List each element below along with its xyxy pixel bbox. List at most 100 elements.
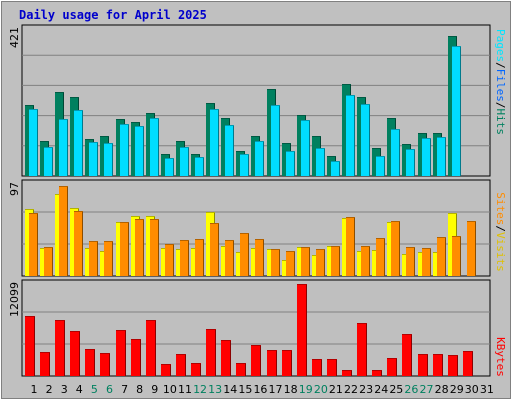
bar-kbytes-day-7-edge-right — [125, 330, 126, 376]
bar-sites-day-15 — [240, 233, 249, 276]
bar-files-day-21 — [331, 161, 340, 176]
bar-files-day-27 — [422, 138, 431, 176]
legend-top-part: Files — [494, 69, 507, 102]
bar-kbytes-day-17 — [267, 350, 277, 376]
bar-kbytes-day-15-edge-top — [236, 363, 246, 364]
x-tick-day-19: 19 — [299, 383, 313, 396]
bar-sites-day-10 — [165, 244, 174, 276]
bar-sites-day-24 — [376, 238, 385, 276]
bar-sites-day-13-edge-top — [210, 223, 219, 224]
bar-kbytes-day-11 — [176, 354, 186, 376]
bar-kbytes-day-28 — [433, 354, 443, 376]
bar-hits-day-20-edge-top — [312, 136, 321, 137]
x-tick-day-12: 12 — [193, 383, 207, 396]
bar-kbytes-day-1-edge-right — [34, 316, 35, 376]
bar-sites-day-8-edge-right — [143, 219, 144, 276]
bar-sites-day-28-edge-top — [437, 237, 446, 238]
bar-sites-day-29-edge-top — [452, 236, 461, 237]
bar-sites-day-15-edge-right — [248, 233, 249, 276]
bar-kbytes-day-7 — [116, 330, 126, 376]
bar-kbytes-day-20 — [312, 359, 322, 376]
legend-bottom: KBytes — [494, 337, 507, 377]
bar-kbytes-day-7-edge-top — [116, 330, 126, 331]
bar-sites-day-7-edge-top — [120, 222, 129, 223]
bar-kbytes-day-27-edge-right — [427, 354, 428, 376]
x-tick-day-26: 26 — [404, 383, 418, 396]
bar-files-day-5-edge-right — [97, 142, 98, 176]
bar-sites-day-24-edge-right — [384, 238, 385, 276]
x-tick-day-11: 11 — [178, 383, 192, 396]
bar-files-day-26-edge-right — [414, 149, 415, 176]
bar-files-day-24 — [376, 156, 385, 176]
bar-files-day-29 — [452, 46, 461, 176]
bar-kbytes-day-24-edge-right — [381, 370, 382, 376]
bar-kbytes-day-14-edge-top — [221, 340, 231, 341]
x-tick-day-18: 18 — [284, 383, 298, 396]
bar-files-day-1-edge-right — [37, 109, 38, 176]
bar-sites-day-25-edge-right — [399, 221, 400, 276]
bar-sites-day-14-edge-right — [233, 240, 234, 276]
bar-hits-day-13-edge-top — [206, 103, 215, 104]
x-tick-day-6: 6 — [106, 383, 113, 396]
bar-files-day-12 — [195, 157, 204, 176]
x-tick-day-13: 13 — [208, 383, 222, 396]
bar-files-day-19 — [301, 120, 310, 176]
bar-sites-day-17 — [271, 249, 280, 276]
bar-sites-day-1-edge-top — [29, 213, 38, 214]
bar-hits-day-1-edge-top — [25, 105, 34, 106]
bar-kbytes-day-11-edge-top — [176, 354, 186, 355]
bar-files-day-4-edge-right — [82, 110, 83, 176]
bar-files-day-14 — [225, 125, 234, 176]
bar-kbytes-day-12-edge-top — [191, 363, 201, 364]
bar-sites-day-18-edge-right — [294, 251, 295, 276]
bar-kbytes-day-21-edge-right — [336, 359, 337, 376]
bar-kbytes-day-2-edge-top — [40, 352, 50, 353]
bar-kbytes-day-21-edge-top — [327, 359, 337, 360]
bar-kbytes-day-27-edge-top — [418, 354, 428, 355]
bar-kbytes-day-3-edge-top — [55, 320, 65, 321]
bar-kbytes-day-22-edge-top — [342, 370, 352, 371]
bar-files-day-23-edge-top — [361, 104, 370, 105]
bar-kbytes-day-20-edge-top — [312, 359, 322, 360]
bar-kbytes-day-12 — [191, 363, 201, 376]
bar-files-day-3 — [59, 119, 68, 176]
bar-files-day-3-edge-right — [67, 119, 68, 176]
x-tick-day-25: 25 — [389, 383, 403, 396]
bar-files-day-10-edge-right — [173, 158, 174, 176]
bar-sites-day-20-edge-right — [324, 249, 325, 276]
x-tick-day-16: 16 — [253, 383, 267, 396]
bar-kbytes-day-29 — [448, 355, 458, 376]
bar-sites-day-6 — [104, 241, 113, 276]
ymax-label-top: 421 — [8, 27, 21, 48]
bar-hits-day-12-edge-top — [191, 154, 200, 155]
bar-kbytes-day-13-edge-top — [206, 329, 216, 330]
bar-sites-day-21 — [331, 246, 340, 276]
bar-kbytes-day-11-edge-right — [185, 354, 186, 376]
bar-hits-day-7-edge-top — [116, 119, 125, 120]
bar-sites-day-12 — [195, 239, 204, 276]
bar-files-day-5 — [89, 142, 98, 176]
bar-sites-day-24-edge-top — [376, 238, 385, 239]
x-tick-day-22: 22 — [344, 383, 358, 396]
bar-sites-day-14 — [225, 240, 234, 276]
bar-kbytes-day-23-edge-right — [366, 323, 367, 376]
bar-kbytes-day-17-edge-top — [267, 350, 277, 351]
bar-visits-day-4-edge-top — [70, 208, 79, 209]
bar-files-day-24-edge-right — [384, 156, 385, 176]
bar-files-day-2-edge-right — [52, 147, 53, 176]
bar-sites-day-6-edge-top — [104, 241, 113, 242]
bar-files-day-23 — [361, 104, 370, 176]
bar-sites-day-3-edge-top — [59, 186, 68, 187]
bar-sites-day-3 — [59, 186, 68, 276]
bar-hits-day-2-edge-top — [40, 141, 49, 142]
bar-kbytes-day-16 — [251, 345, 261, 376]
bar-files-day-12-edge-top — [195, 157, 204, 158]
bar-kbytes-day-10 — [161, 364, 171, 376]
bar-kbytes-day-30-edge-top — [463, 351, 473, 352]
x-tick-day-1: 1 — [31, 383, 38, 396]
bar-visits-day-8-edge-top — [131, 216, 140, 217]
bar-files-day-6-edge-top — [104, 143, 113, 144]
bar-sites-day-16-edge-top — [255, 239, 264, 240]
bar-kbytes-day-13 — [206, 329, 216, 376]
bar-sites-day-11 — [180, 240, 189, 276]
